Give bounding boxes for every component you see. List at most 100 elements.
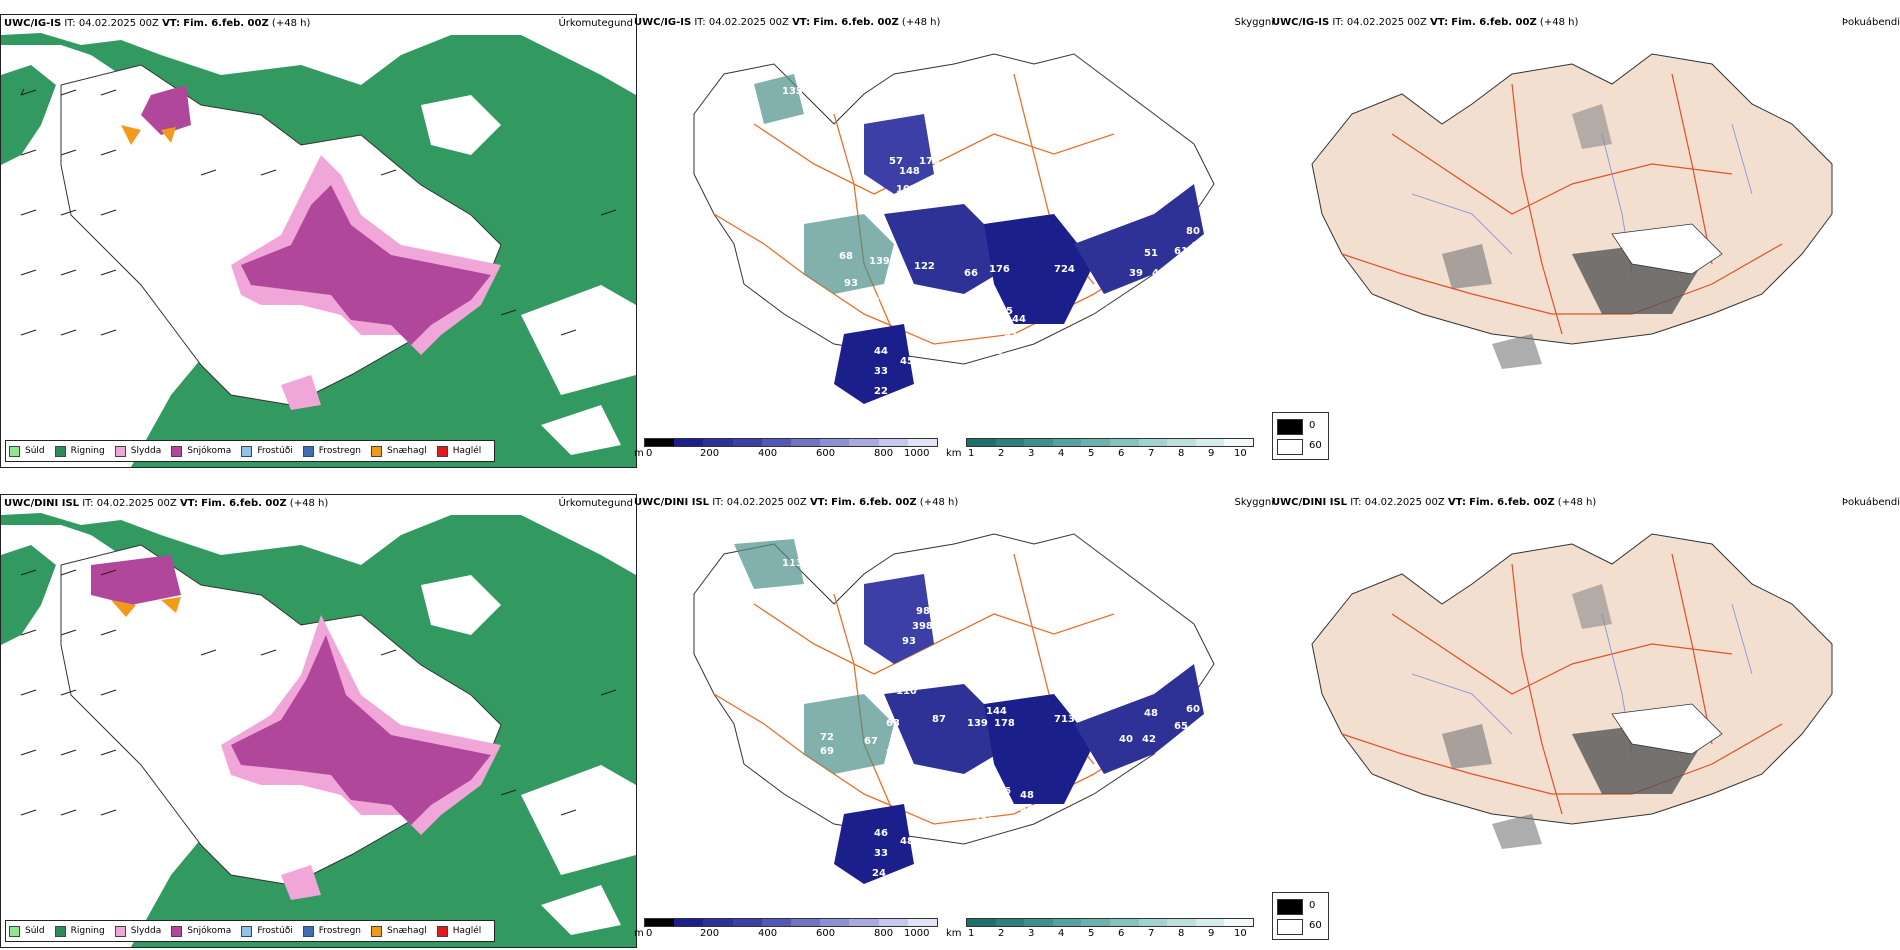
lead-time: (+48 h) bbox=[289, 498, 329, 509]
svg-text:139: 139 bbox=[869, 256, 890, 267]
legend-item-snow-pellets: Snæhagl bbox=[371, 925, 427, 937]
svg-text:46: 46 bbox=[997, 786, 1011, 797]
svg-text:51: 51 bbox=[1144, 248, 1158, 259]
legend-item-rain: Rigning bbox=[54, 445, 105, 457]
svg-text:44: 44 bbox=[874, 346, 888, 357]
svg-text:24: 24 bbox=[872, 868, 886, 879]
fog-title: Þokuábendi bbox=[1841, 17, 1900, 28]
svg-text:122: 122 bbox=[914, 261, 935, 272]
fog-legend-bottom: 0 60 bbox=[1272, 892, 1329, 940]
visibility-title: Skyggni bbox=[1234, 17, 1274, 28]
vis-map-top-svg: 135 57 175 148 102 39 68 139 122 66 176 … bbox=[693, 53, 1215, 404]
legend-item-sleet: Slydda bbox=[114, 925, 161, 937]
svg-text:93: 93 bbox=[902, 636, 916, 647]
svg-text:33: 33 bbox=[874, 848, 888, 859]
fog-index-map-bottom: UWC/DINI ISL IT: 04.02.2025 00Z VT: Fim.… bbox=[1272, 494, 1900, 946]
svg-text:22: 22 bbox=[874, 386, 888, 397]
svg-text:45: 45 bbox=[900, 356, 914, 367]
vt-label: VT: bbox=[179, 498, 198, 509]
vis-labels-top: 135 57 175 148 102 39 68 139 122 66 176 … bbox=[782, 86, 1206, 399]
precip-legend-bottom: Súld Rigning Slydda Snjókoma Frostúði Fr… bbox=[5, 920, 496, 942]
svg-text:102: 102 bbox=[896, 184, 917, 195]
vis-labels-bottom: 113 98 398 93 110 95 144 63 87 139 178 7… bbox=[782, 558, 1200, 881]
panel-header-fog-bottom: UWC/DINI ISL IT: 04.02.2025 00Z VT: Fim.… bbox=[1272, 497, 1597, 508]
svg-text:98: 98 bbox=[916, 606, 930, 617]
svg-text:724: 724 bbox=[1054, 264, 1075, 275]
legend-item-freezing-rain: Frostregn bbox=[302, 445, 361, 457]
svg-text:139: 139 bbox=[967, 718, 988, 729]
svg-text:57: 57 bbox=[889, 156, 903, 167]
legend-item-drizzle: Súld bbox=[9, 445, 45, 457]
wind-barbs bbox=[20, 569, 617, 816]
it-label: IT: bbox=[82, 498, 94, 509]
vis-map-bottom-svg: 113 98 398 93 110 95 144 63 87 139 178 7… bbox=[693, 533, 1215, 884]
legend-item-freezing-drizzle: Frostúði bbox=[241, 445, 293, 457]
vis-scale-m-top: m 0 200 400 600 800 1000 bbox=[634, 438, 940, 466]
visibility-title: Skyggni bbox=[1234, 497, 1274, 508]
svg-text:39: 39 bbox=[1049, 171, 1063, 182]
svg-text:176: 176 bbox=[989, 264, 1010, 275]
svg-text:135: 135 bbox=[782, 86, 803, 97]
svg-text:69: 69 bbox=[820, 746, 834, 757]
svg-text:22: 22 bbox=[974, 326, 988, 337]
legend-item-snow: Snjókoma bbox=[171, 925, 231, 937]
svg-text:87: 87 bbox=[932, 714, 946, 725]
svg-text:276: 276 bbox=[886, 748, 907, 759]
svg-text:178: 178 bbox=[994, 718, 1015, 729]
panel-header-bottom: UWC/DINI ISL IT: 04.02.2025 00Z VT: Fim.… bbox=[4, 498, 328, 510]
visibility-map-bottom: 113 98 398 93 110 95 144 63 87 139 178 7… bbox=[634, 494, 1274, 946]
svg-text:398: 398 bbox=[889, 294, 910, 305]
svg-text:13: 13 bbox=[989, 346, 1003, 357]
legend-item-snow-pellets: Snæhagl bbox=[371, 445, 427, 457]
it-value: 04.02.2025 00Z bbox=[78, 18, 159, 29]
svg-text:61: 61 bbox=[1174, 246, 1188, 257]
svg-text:72: 72 bbox=[820, 732, 834, 743]
wind-barbs bbox=[20, 88, 617, 336]
panel-header-top: UWC/IG-IS IT: 04.02.2025 00Z VT: Fim. 6.… bbox=[4, 18, 310, 30]
precip-legend-top: Súld Rigning Slydda Snjókoma Frostúði Fr… bbox=[5, 440, 496, 462]
svg-text:51: 51 bbox=[1004, 328, 1018, 339]
svg-text:48: 48 bbox=[1144, 708, 1158, 719]
legend-item-hail: Haglél bbox=[436, 925, 481, 937]
svg-text:19: 19 bbox=[1064, 338, 1078, 349]
svg-text:44: 44 bbox=[1012, 314, 1026, 325]
fog-title: Þokuábendi bbox=[1841, 497, 1900, 508]
lead-time: (+48 h) bbox=[271, 18, 311, 29]
svg-text:175: 175 bbox=[919, 156, 940, 167]
svg-text:60: 60 bbox=[1186, 704, 1200, 715]
svg-text:46: 46 bbox=[874, 828, 888, 839]
svg-text:27: 27 bbox=[900, 870, 914, 881]
panel-header-vis-top: UWC/IG-IS IT: 04.02.2025 00Z VT: Fim. 6.… bbox=[634, 17, 941, 28]
svg-text:67: 67 bbox=[889, 270, 903, 281]
svg-text:49: 49 bbox=[1020, 804, 1034, 815]
visibility-map-top: 135 57 175 148 102 39 68 139 122 66 176 … bbox=[634, 14, 1274, 466]
svg-text:24: 24 bbox=[900, 388, 914, 399]
precip-type-title: Úrkomutegund bbox=[558, 498, 633, 509]
svg-text:33: 33 bbox=[1086, 782, 1100, 793]
fog-map-top-svg bbox=[1311, 53, 1833, 369]
svg-text:30: 30 bbox=[1094, 298, 1108, 309]
it-label: IT: bbox=[64, 18, 76, 29]
svg-text:68: 68 bbox=[839, 251, 853, 262]
precip-map-top-svg bbox=[1, 33, 636, 467]
vis-scale-m-bottom: m 0 200 400 600 800 1000 bbox=[634, 918, 940, 946]
vis-scale-km-top: km 1 2 3 4 5 6 7 8 9 10 bbox=[946, 438, 1256, 466]
precip-map-bottom-svg bbox=[1, 513, 636, 947]
svg-text:80: 80 bbox=[1186, 226, 1200, 237]
svg-text:48: 48 bbox=[1020, 790, 1034, 801]
svg-text:113: 113 bbox=[974, 816, 995, 827]
fog-index-map-top: UWC/IG-IS IT: 04.02.2025 00Z VT: Fim. 6.… bbox=[1272, 14, 1900, 466]
svg-text:168: 168 bbox=[859, 296, 880, 307]
legend-item-freezing-rain: Frostregn bbox=[302, 925, 361, 937]
vt-label: VT: bbox=[162, 18, 181, 29]
legend-item-rain: Rigning bbox=[54, 925, 105, 937]
panel-header-fog-top: UWC/IG-IS IT: 04.02.2025 00Z VT: Fim. 6.… bbox=[1272, 17, 1579, 28]
svg-text:148: 148 bbox=[899, 166, 920, 177]
svg-text:113: 113 bbox=[782, 558, 803, 569]
legend-item-drizzle: Súld bbox=[9, 925, 45, 937]
vis-scale-km-bottom: km 1 2 3 4 5 6 7 8 9 10 bbox=[946, 918, 1256, 946]
svg-text:63: 63 bbox=[886, 718, 900, 729]
svg-text:70: 70 bbox=[1192, 241, 1206, 252]
panel-header-vis-bottom: UWC/DINI ISL IT: 04.02.2025 00Z VT: Fim.… bbox=[634, 497, 959, 508]
svg-text:398: 398 bbox=[912, 621, 933, 632]
